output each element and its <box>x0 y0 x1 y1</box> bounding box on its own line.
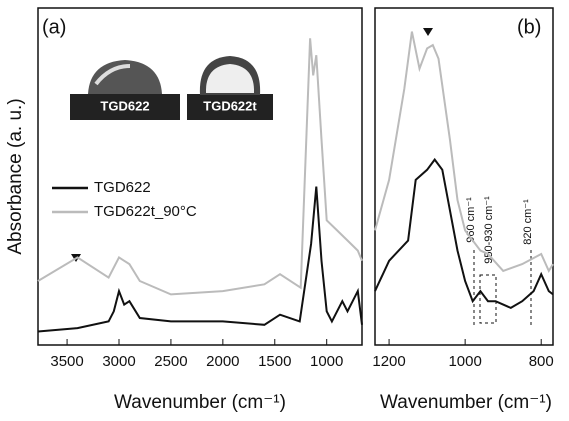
x-tick-label: 800 <box>529 353 554 370</box>
spectrum-line <box>37 186 363 333</box>
x-axis-label: Wavenumber (cm⁻¹) <box>114 392 286 413</box>
droplet-inset: TGD622 TGD622t <box>70 56 273 120</box>
x-axis-label: Wavenumber (cm⁻¹) <box>380 392 552 413</box>
annotation: 950-930 cm⁻¹ <box>483 196 495 264</box>
spectrum-line <box>37 38 363 296</box>
x-tick-label: 1200 <box>372 353 405 370</box>
annotation: 960 cm⁻¹ <box>465 197 477 243</box>
x-tick-label: 2500 <box>154 353 187 370</box>
spectrum-line <box>374 31 554 274</box>
legend-label: TGD622t_90°C <box>94 203 197 220</box>
guide-box <box>479 274 497 324</box>
x-tick-label: 3000 <box>102 353 135 370</box>
x-tick-label: 1500 <box>258 353 291 370</box>
x-tick-label: 2000 <box>206 353 239 370</box>
peak-marker <box>423 28 433 36</box>
plot-frame <box>374 7 554 346</box>
x-tick-label: 3500 <box>50 353 83 370</box>
annotation: 820 cm⁻¹ <box>522 199 534 245</box>
inset-label: TGD622 <box>100 98 149 113</box>
x-tick-label: 1000 <box>310 353 343 370</box>
panel-label: (b) <box>517 16 541 38</box>
x-tick-label: 1000 <box>448 353 481 370</box>
inset-label: TGD622t <box>203 98 257 113</box>
y-axis-label: Absorbance (a. u.) <box>5 98 26 254</box>
panel-label: (a) <box>42 16 66 38</box>
legend-label: TGD622 <box>94 179 151 196</box>
plot-frame <box>37 7 363 346</box>
spectrum-line <box>374 157 554 310</box>
